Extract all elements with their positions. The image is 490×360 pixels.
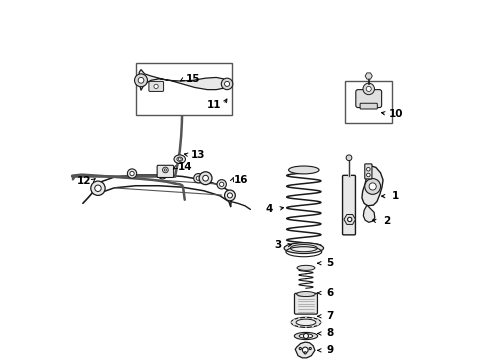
Circle shape bbox=[298, 325, 300, 327]
Circle shape bbox=[196, 176, 200, 180]
Circle shape bbox=[178, 158, 181, 161]
Text: 12: 12 bbox=[76, 176, 91, 186]
Circle shape bbox=[227, 193, 232, 198]
FancyBboxPatch shape bbox=[356, 90, 382, 108]
Circle shape bbox=[163, 167, 168, 173]
FancyBboxPatch shape bbox=[294, 293, 318, 314]
Circle shape bbox=[299, 347, 301, 350]
Polygon shape bbox=[139, 69, 227, 90]
Circle shape bbox=[95, 185, 101, 192]
Circle shape bbox=[138, 77, 144, 83]
Circle shape bbox=[302, 347, 308, 353]
Text: 1: 1 bbox=[392, 191, 399, 201]
Text: 15: 15 bbox=[186, 74, 200, 84]
Circle shape bbox=[291, 321, 294, 323]
Circle shape bbox=[318, 321, 320, 323]
Circle shape bbox=[366, 86, 371, 91]
Circle shape bbox=[224, 81, 230, 86]
Polygon shape bbox=[364, 205, 375, 222]
Circle shape bbox=[91, 181, 105, 195]
Text: 9: 9 bbox=[326, 345, 333, 355]
Circle shape bbox=[305, 325, 307, 328]
Circle shape bbox=[303, 333, 309, 338]
Circle shape bbox=[365, 179, 381, 194]
Circle shape bbox=[221, 78, 233, 90]
Text: 6: 6 bbox=[326, 288, 333, 298]
Circle shape bbox=[130, 171, 134, 176]
Circle shape bbox=[367, 173, 370, 177]
Ellipse shape bbox=[291, 244, 317, 252]
Circle shape bbox=[347, 217, 352, 222]
Ellipse shape bbox=[299, 334, 313, 338]
Circle shape bbox=[312, 325, 314, 327]
Circle shape bbox=[158, 170, 167, 179]
Ellipse shape bbox=[291, 318, 320, 327]
Text: 8: 8 bbox=[326, 328, 333, 338]
Circle shape bbox=[194, 174, 203, 183]
Circle shape bbox=[305, 317, 307, 319]
Polygon shape bbox=[362, 166, 383, 206]
Circle shape bbox=[369, 183, 376, 190]
Circle shape bbox=[317, 323, 319, 325]
Text: 2: 2 bbox=[383, 216, 390, 226]
Ellipse shape bbox=[284, 243, 323, 253]
Circle shape bbox=[367, 167, 370, 171]
Text: 3: 3 bbox=[274, 240, 282, 250]
Ellipse shape bbox=[294, 332, 318, 339]
Circle shape bbox=[164, 169, 167, 171]
Circle shape bbox=[154, 84, 158, 89]
Circle shape bbox=[298, 318, 300, 320]
Circle shape bbox=[135, 74, 147, 87]
Circle shape bbox=[127, 169, 137, 178]
Circle shape bbox=[199, 172, 212, 185]
Circle shape bbox=[312, 318, 314, 320]
Ellipse shape bbox=[297, 265, 315, 270]
Polygon shape bbox=[295, 342, 315, 358]
Circle shape bbox=[293, 319, 295, 321]
FancyBboxPatch shape bbox=[345, 81, 392, 123]
Circle shape bbox=[224, 190, 235, 201]
FancyBboxPatch shape bbox=[136, 63, 232, 116]
FancyBboxPatch shape bbox=[343, 175, 355, 235]
Text: 11: 11 bbox=[207, 100, 222, 110]
Circle shape bbox=[179, 105, 186, 112]
Text: 16: 16 bbox=[234, 175, 248, 185]
Circle shape bbox=[317, 319, 319, 321]
Ellipse shape bbox=[177, 157, 183, 161]
Circle shape bbox=[217, 180, 226, 189]
Circle shape bbox=[160, 172, 165, 176]
Ellipse shape bbox=[174, 155, 186, 163]
Circle shape bbox=[203, 175, 208, 181]
FancyBboxPatch shape bbox=[360, 103, 377, 109]
FancyBboxPatch shape bbox=[176, 69, 188, 75]
Circle shape bbox=[346, 155, 352, 161]
Text: 14: 14 bbox=[177, 162, 192, 172]
Ellipse shape bbox=[289, 166, 319, 174]
FancyBboxPatch shape bbox=[157, 165, 173, 177]
Circle shape bbox=[363, 83, 374, 95]
FancyBboxPatch shape bbox=[149, 81, 164, 91]
FancyBboxPatch shape bbox=[365, 164, 372, 179]
Circle shape bbox=[309, 347, 311, 350]
Circle shape bbox=[220, 182, 224, 186]
Text: 10: 10 bbox=[389, 109, 403, 119]
Text: 4: 4 bbox=[266, 204, 273, 214]
Ellipse shape bbox=[296, 319, 316, 325]
Text: 13: 13 bbox=[191, 150, 205, 160]
Circle shape bbox=[293, 323, 295, 325]
Circle shape bbox=[304, 352, 306, 354]
Text: 7: 7 bbox=[326, 311, 333, 321]
Text: 5: 5 bbox=[326, 258, 333, 268]
Ellipse shape bbox=[296, 292, 315, 297]
Circle shape bbox=[179, 69, 186, 76]
